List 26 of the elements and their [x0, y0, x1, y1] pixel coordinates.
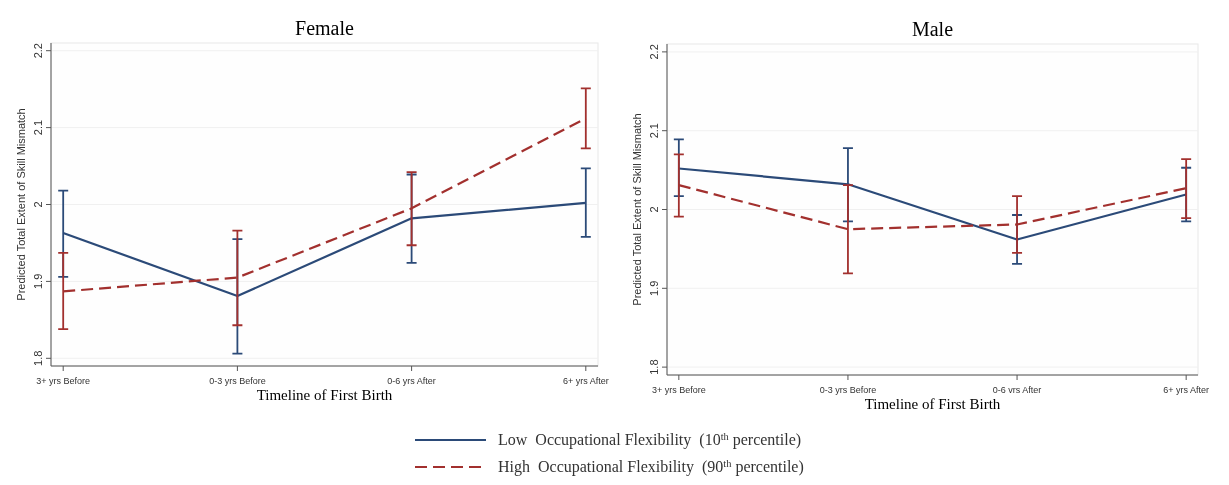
- x-tick-label: 0-6 yrs After: [387, 376, 436, 386]
- chart-title: Male: [911, 18, 954, 40]
- x-tick-label: 0-3 yrs Before: [819, 385, 877, 395]
- y-axis-title: Predicted Total Extent of Skill Mismatch: [15, 108, 27, 301]
- y-tick-label: 1.8: [32, 350, 44, 366]
- x-axis-title: Timeline of First Birth: [256, 387, 393, 403]
- y-axis-title: Predicted Total Extent of Skill Mismatch: [631, 113, 643, 306]
- x-tick-label: 6+ yrs After: [1163, 385, 1210, 395]
- x-axis-title: Timeline of First Birth: [864, 396, 1001, 412]
- y-tick-label: 1.9: [648, 280, 660, 296]
- legend-label: High Occupational Flexibility (90$^{th}$ percentile): [498, 457, 804, 476]
- x-tick-label: 0-6 vrs After: [992, 385, 1042, 395]
- y-tick-label: 2: [32, 201, 44, 208]
- y-tick-label: 2.1: [32, 119, 44, 136]
- y-tick-label: 1.9: [32, 273, 44, 290]
- x-tick-label: 3+ yrs Before: [651, 385, 706, 395]
- y-tick-label: 2: [648, 206, 660, 213]
- y-tick-label: 2.2: [648, 44, 660, 60]
- chart-title: Female: [295, 17, 355, 39]
- x-tick-label: 3+ yrs Before: [36, 376, 91, 386]
- legend-label: Low Occupational Flexibility (10$^{th}$ percentile): [498, 430, 802, 449]
- x-tick-label: 6+ yrs After: [562, 376, 609, 386]
- y-tick-label: 1.8: [648, 359, 660, 375]
- y-tick-label: 2.2: [32, 43, 44, 59]
- x-tick-label: 0-3 yrs Before: [209, 376, 266, 386]
- y-tick-label: 2.1: [648, 123, 660, 139]
